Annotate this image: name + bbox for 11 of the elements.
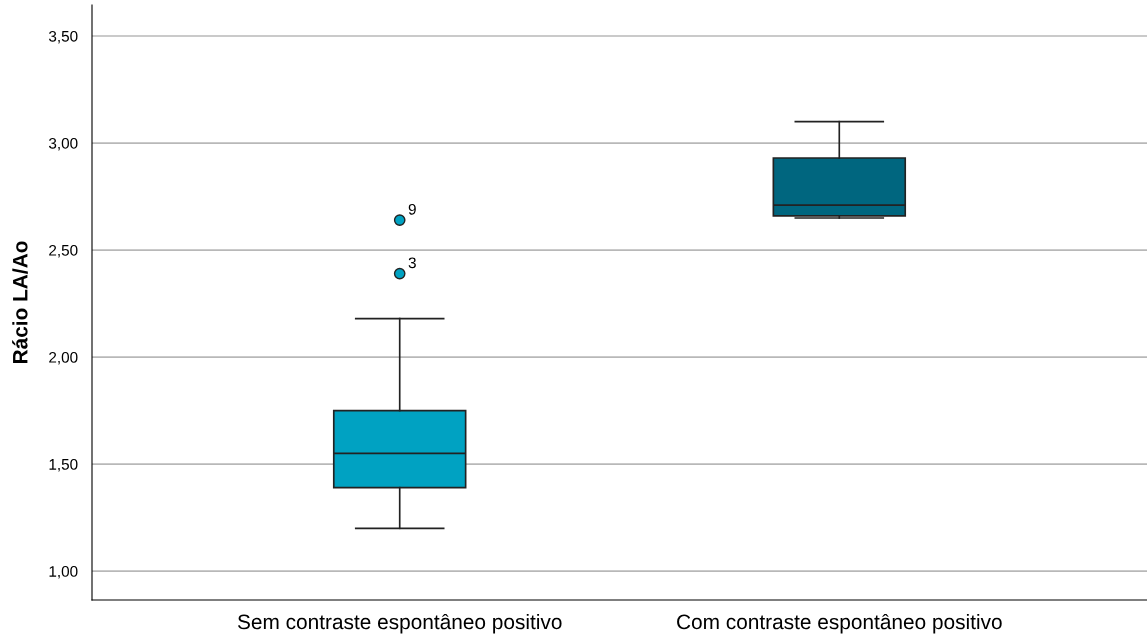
annotation: 3 — [408, 257, 416, 269]
y-tick-label: 1,00 — [49, 565, 78, 579]
x-tick-label: Sem contraste espontâneo positivo — [237, 613, 562, 634]
annotation: 9 — [408, 203, 416, 215]
y-tick-label: 2,50 — [49, 244, 78, 258]
x-tick-label: Com contraste espontâneo positivo — [677, 613, 1002, 634]
y-tick-label: 1,50 — [49, 458, 78, 472]
y-tick-label: 3,00 — [48, 137, 78, 151]
y-tick-label: 3,50 — [48, 30, 78, 44]
y-axis-title: Rácio LA/Ao — [12, 241, 28, 364]
y-tick-label: 2,00 — [49, 351, 78, 365]
